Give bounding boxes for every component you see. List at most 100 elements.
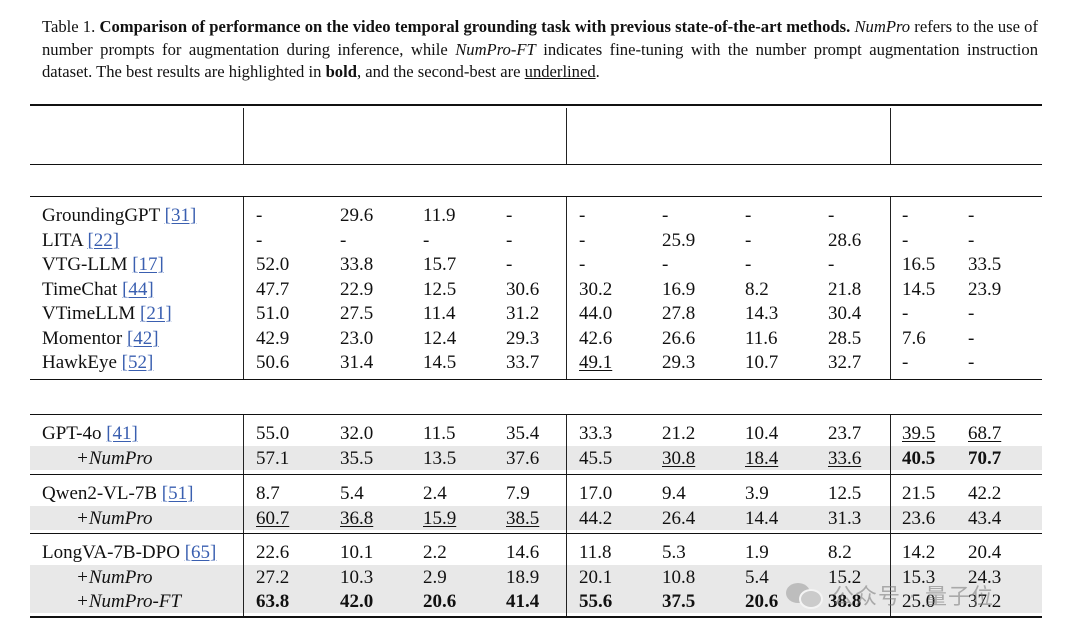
table-cell: 57.1 — [256, 448, 290, 469]
table-cell: 11.4 — [423, 303, 456, 324]
table-cell: 30.8 — [662, 448, 696, 469]
table-cell: 8.2 — [828, 542, 852, 563]
table-cell: 16.5 — [902, 254, 936, 275]
column-divider — [890, 415, 891, 474]
model-name-text: +NumPro — [76, 448, 153, 469]
table-cell: 38.5 — [506, 508, 540, 529]
table-cell: 15.3 — [902, 567, 936, 588]
table-cell: 2.2 — [423, 542, 447, 563]
citation-link[interactable]: [52] — [121, 352, 154, 373]
model-name-text: +NumPro — [76, 567, 153, 588]
table-cell: 18.9 — [506, 567, 540, 588]
citation-link[interactable]: [51] — [161, 483, 194, 504]
table-cell: 60.7 — [256, 508, 290, 529]
column-divider — [890, 534, 891, 616]
table-cell: 10.3 — [340, 567, 374, 588]
table-cell: 3.9 — [745, 483, 769, 504]
table-cell: 51.0 — [256, 303, 290, 324]
citation-link[interactable]: [65] — [184, 542, 217, 563]
section-rule — [30, 196, 1042, 197]
citation-link[interactable]: [44] — [122, 279, 154, 300]
model-name-text: LITA — [42, 230, 83, 251]
bottom-rule — [30, 616, 1042, 618]
model-name: LITA [22] — [42, 229, 119, 253]
column-divider — [890, 475, 891, 533]
caption-text-3: , and the second-best are — [356, 62, 525, 82]
table-cell: 27.2 — [256, 567, 290, 588]
table-cell: 41.4 — [506, 591, 540, 612]
table-cell: - — [902, 205, 909, 226]
column-divider — [243, 108, 244, 164]
model-name-text: LongVA-7B-DPO — [42, 542, 180, 563]
column-divider — [243, 197, 244, 379]
citation-link[interactable]: [17] — [132, 254, 164, 275]
table-cell: 30.6 — [506, 279, 540, 300]
table-cell: 40.5 — [902, 448, 936, 469]
model-name-text: Momentor — [42, 328, 123, 349]
model-name-text: GroundingGPT — [42, 205, 160, 226]
table-cell: 23.7 — [828, 423, 862, 444]
table-cell: 70.7 — [968, 448, 1002, 469]
table-cell: 5.4 — [340, 483, 364, 504]
citation-link[interactable]: [41] — [106, 423, 138, 444]
table-cell: 44.0 — [579, 303, 613, 324]
model-name-text: TimeChat — [42, 279, 118, 300]
citation-link[interactable]: [22] — [87, 230, 120, 251]
model-name: Qwen2-VL-7B [51] — [42, 482, 193, 506]
table-cell: 30.4 — [828, 303, 862, 324]
table-cell: 18.4 — [745, 448, 779, 469]
row-shade — [30, 565, 1042, 589]
table-cell: 55.6 — [579, 591, 613, 612]
table-cell: 23.9 — [968, 279, 1002, 300]
watermark-text: 公众号 · 量子位 — [832, 585, 994, 610]
model-name: VTimeLLM [21] — [42, 302, 172, 326]
table-cell: 26.4 — [662, 508, 696, 529]
table-cell: 12.5 — [423, 279, 457, 300]
citation-link[interactable]: [31] — [164, 205, 197, 226]
table-cell: 25.0 — [902, 591, 936, 612]
citation-link[interactable]: [42] — [126, 328, 159, 349]
table-cell: 14.2 — [902, 542, 936, 563]
table-cell: 29.3 — [506, 328, 540, 349]
caption-text-1: refers to the use of number prompts for … — [42, 17, 1038, 59]
table-cell: 13.5 — [423, 448, 457, 469]
table-cell: 21.5 — [902, 483, 936, 504]
table-cell: 32.7 — [828, 352, 862, 373]
table-cell: 20.6 — [423, 591, 457, 612]
table-cell: 14.5 — [423, 352, 457, 373]
table-cell: 44.2 — [579, 508, 613, 529]
table-cell: - — [968, 230, 975, 251]
table-cell: 33.3 — [579, 423, 613, 444]
table-cell: 15.2 — [828, 567, 862, 588]
table-cell: 37.6 — [506, 448, 540, 469]
table-cell: 14.3 — [745, 303, 779, 324]
table-cell: - — [902, 230, 909, 251]
table-cell: 15.9 — [423, 508, 457, 529]
table-cell: 20.4 — [968, 542, 1002, 563]
table-cell: 22.6 — [256, 542, 290, 563]
model-name: HawkEye [52] — [42, 351, 153, 375]
model-name-text: Qwen2-VL-7B — [42, 483, 158, 504]
table-cell: - — [902, 303, 909, 324]
caption-numpro-ft: NumPro-FT — [455, 39, 536, 59]
section-rule — [30, 379, 1042, 380]
table-cell: 28.6 — [828, 230, 862, 251]
caption-text-2: indicates fine-tuning with the number pr… — [42, 39, 1038, 82]
table-cell: 32.0 — [340, 423, 374, 444]
model-name: VTG-LLM [17] — [42, 253, 164, 277]
model-name-text: VTimeLLM — [42, 303, 136, 324]
model-name: +NumPro — [76, 566, 153, 590]
citation-link[interactable]: [21] — [140, 303, 172, 324]
table-cell: 33.6 — [828, 448, 862, 469]
table-cell: 21.8 — [828, 279, 862, 300]
column-divider — [243, 415, 244, 474]
table-cell: 5.3 — [662, 542, 686, 563]
model-name: LongVA-7B-DPO [65] — [42, 541, 216, 565]
table-cell: 23.0 — [340, 328, 374, 349]
table-cell: 15.7 — [423, 254, 457, 275]
model-name-text: VTG-LLM — [42, 254, 128, 275]
table-cell: - — [579, 205, 586, 226]
section-rule — [30, 414, 1042, 415]
caption-text-4: . — [595, 62, 600, 82]
caption-label: Table 1. — [42, 17, 96, 36]
